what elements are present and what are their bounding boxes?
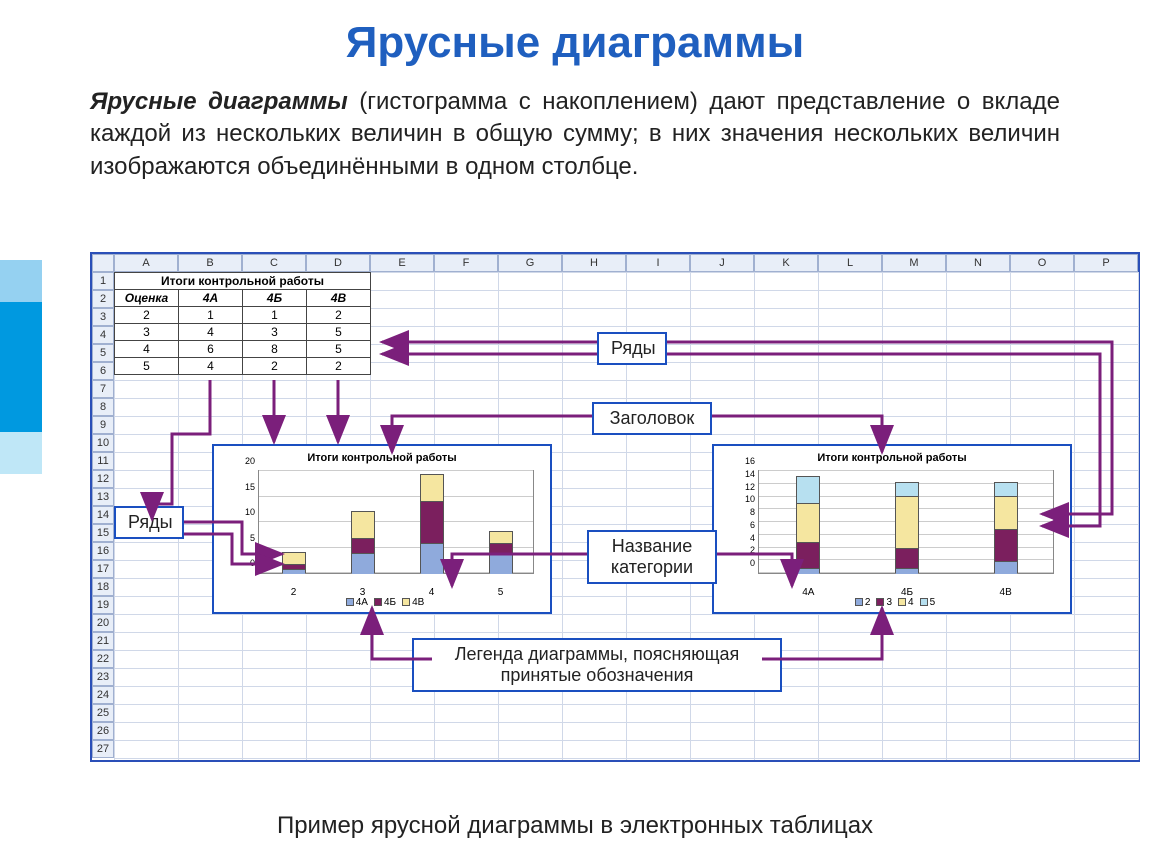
column-headers: ABCDEFGHIJKLMNOP <box>114 254 1138 272</box>
chart-left-legend: 4А4Б4В <box>214 597 550 608</box>
row-header: 27 <box>92 740 114 758</box>
row-header: 19 <box>92 596 114 614</box>
chart-left-title: Итоги контрольной работы <box>214 452 550 464</box>
col-header: K <box>754 254 818 272</box>
row-header: 22 <box>92 650 114 668</box>
callout-legend: Легенда диаграммы, поясняющая принятые о… <box>412 638 782 692</box>
row-header: 1 <box>92 272 114 290</box>
chart-right: Итоги контрольной работы 02468101214164А… <box>712 444 1072 614</box>
row-header: 13 <box>92 488 114 506</box>
page-title: Ярусные диаграммы <box>0 18 1150 68</box>
col-header: O <box>1010 254 1074 272</box>
col-header: M <box>882 254 946 272</box>
col-header: D <box>306 254 370 272</box>
col-header: H <box>562 254 626 272</box>
row-header: 6 <box>92 362 114 380</box>
row-header: 4 <box>92 326 114 344</box>
description-lead: Ярусные диаграммы <box>90 88 348 115</box>
row-header: 2 <box>92 290 114 308</box>
col-header: J <box>690 254 754 272</box>
callout-title: Заголовок <box>592 402 712 435</box>
chart-right-plot: 02468101214164А4Б4В <box>758 470 1054 574</box>
description: Ярусные диаграммы (гистограмма с накопле… <box>90 86 1060 183</box>
row-header: 24 <box>92 686 114 704</box>
col-header: N <box>946 254 1010 272</box>
col-header: C <box>242 254 306 272</box>
row-header: 11 <box>92 452 114 470</box>
spreadsheet-frame: ABCDEFGHIJKLMNOP 12345678910111213141516… <box>90 252 1140 762</box>
decorative-sidebar <box>0 260 42 560</box>
sheet-corner <box>92 254 114 272</box>
row-header: 17 <box>92 560 114 578</box>
callout-rows-left: Ряды <box>114 506 184 539</box>
callout-category: Название категории <box>587 530 717 584</box>
row-header: 10 <box>92 434 114 452</box>
col-header: I <box>626 254 690 272</box>
chart-left: Итоги контрольной работы 051015202345 4А… <box>212 444 552 614</box>
row-header: 3 <box>92 308 114 326</box>
chart-left-plot: 051015202345 <box>258 470 534 574</box>
row-header: 20 <box>92 614 114 632</box>
chart-right-legend: 2345 <box>714 597 1070 608</box>
col-header: B <box>178 254 242 272</box>
row-header: 5 <box>92 344 114 362</box>
row-header: 21 <box>92 632 114 650</box>
col-header: A <box>114 254 178 272</box>
row-header: 7 <box>92 380 114 398</box>
row-header: 14 <box>92 506 114 524</box>
chart-right-title: Итоги контрольной работы <box>714 452 1070 464</box>
row-header: 16 <box>92 542 114 560</box>
row-header: 18 <box>92 578 114 596</box>
callout-rows-right: Ряды <box>597 332 667 365</box>
row-header: 8 <box>92 398 114 416</box>
data-table: Итоги контрольной работыОценка4А4Б4В2112… <box>114 272 371 375</box>
col-header: G <box>498 254 562 272</box>
col-header: E <box>370 254 434 272</box>
col-header: F <box>434 254 498 272</box>
row-headers: 1234567891011121314151617181920212223242… <box>92 272 114 758</box>
col-header: L <box>818 254 882 272</box>
row-header: 9 <box>92 416 114 434</box>
row-header: 15 <box>92 524 114 542</box>
row-header: 12 <box>92 470 114 488</box>
col-header: P <box>1074 254 1138 272</box>
caption: Пример ярусной диаграммы в электронных т… <box>0 812 1150 840</box>
row-header: 26 <box>92 722 114 740</box>
row-header: 23 <box>92 668 114 686</box>
row-header: 25 <box>92 704 114 722</box>
